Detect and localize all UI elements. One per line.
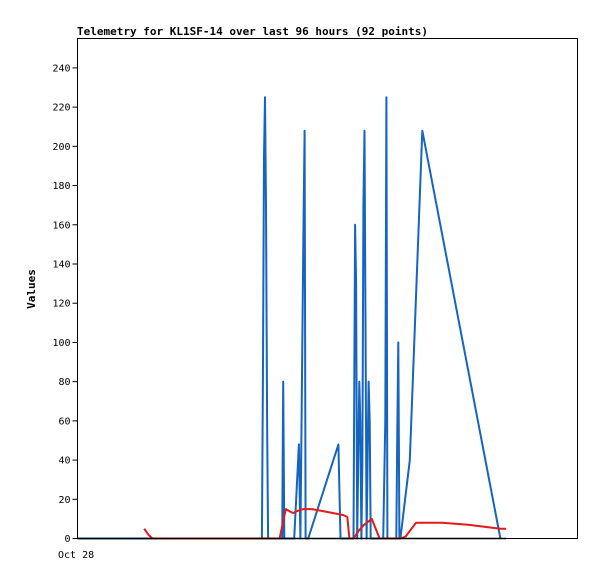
y-tick-label: 200 [52, 142, 70, 153]
y-tick-label: 240 [52, 63, 70, 74]
plot-area [77, 38, 578, 539]
y-tick-label: 160 [52, 220, 70, 231]
y-axis-label: Values [25, 269, 38, 309]
y-tick-label: 220 [52, 103, 70, 114]
y-tick-label: 80 [58, 377, 70, 388]
y-axis: 0 20 40 60 80 100 120 140 160 180 200 220 240 [52, 63, 78, 545]
series-layer [77, 96, 507, 540]
y-tick-label: 140 [52, 259, 70, 270]
x-axis: Oct 28 [58, 550, 94, 561]
y-tick-label: 0 [64, 534, 70, 545]
y-tick-label: 60 [58, 416, 70, 427]
y-tick-label: 120 [52, 299, 70, 310]
y-tick-label: 40 [58, 456, 70, 467]
y-tick-label: 180 [52, 181, 70, 192]
y-tick-label: 100 [52, 338, 70, 349]
x-tick-label: Oct 28 [58, 550, 94, 561]
y-tick-label: 20 [58, 495, 70, 506]
chart-title: Telemetry for KL1SF-14 over last 96 hour… [77, 25, 428, 38]
